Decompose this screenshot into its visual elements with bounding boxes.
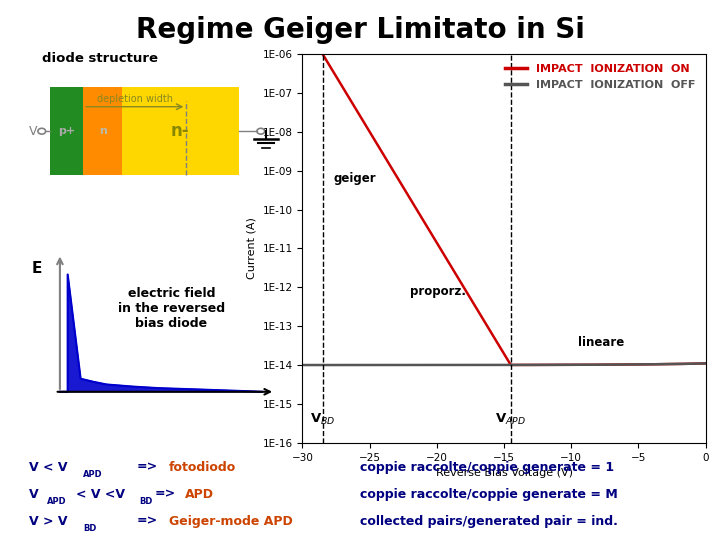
Text: coppie raccolte/coppie generate = 1: coppie raccolte/coppie generate = 1 <box>360 461 614 474</box>
Polygon shape <box>60 274 262 392</box>
Text: coppie raccolte/coppie generate = M: coppie raccolte/coppie generate = M <box>360 488 618 501</box>
Text: APD: APD <box>47 497 66 505</box>
Text: APD: APD <box>185 488 214 501</box>
Text: V: V <box>29 125 37 138</box>
Text: n: n <box>99 126 107 136</box>
Text: depletion width: depletion width <box>96 94 173 104</box>
Bar <box>122 87 239 175</box>
Text: p+: p+ <box>58 126 75 136</box>
Text: collected pairs/generated pair = ind.: collected pairs/generated pair = ind. <box>360 515 618 528</box>
Text: BD: BD <box>139 497 153 505</box>
Text: V: V <box>29 488 38 501</box>
Text: V$_{BD}$: V$_{BD}$ <box>310 413 336 428</box>
Text: =>: => <box>155 488 176 501</box>
Text: Regime Geiger Limitato in Si: Regime Geiger Limitato in Si <box>135 16 585 44</box>
Text: Geiger-mode APD: Geiger-mode APD <box>169 515 293 528</box>
Text: E: E <box>32 261 42 276</box>
Y-axis label: Current (A): Current (A) <box>247 218 257 279</box>
Text: =>: => <box>137 461 158 474</box>
Text: BD: BD <box>83 524 96 532</box>
Text: n-: n- <box>171 122 190 140</box>
Text: APD: APD <box>83 470 102 478</box>
Legend: IMPACT  IONIZATION  ON, IMPACT  IONIZATION  OFF: IMPACT IONIZATION ON, IMPACT IONIZATION … <box>500 59 700 94</box>
Text: V < V: V < V <box>29 461 67 474</box>
Bar <box>50 87 84 175</box>
Text: diode structure: diode structure <box>42 52 158 65</box>
Text: V > V: V > V <box>29 515 67 528</box>
Text: fotodiodo: fotodiodo <box>169 461 236 474</box>
Text: V$_{APD}$: V$_{APD}$ <box>495 413 526 428</box>
Text: =>: => <box>137 515 158 528</box>
Text: proporz.: proporz. <box>410 285 466 298</box>
X-axis label: Reverse Bias Voltage (V): Reverse Bias Voltage (V) <box>436 468 572 478</box>
Text: lineare: lineare <box>578 335 624 349</box>
Bar <box>84 87 122 175</box>
Text: < V <V: < V <V <box>76 488 125 501</box>
Text: electric field
in the reversed
bias diode: electric field in the reversed bias diod… <box>118 287 225 330</box>
Text: geiger: geiger <box>333 172 376 185</box>
